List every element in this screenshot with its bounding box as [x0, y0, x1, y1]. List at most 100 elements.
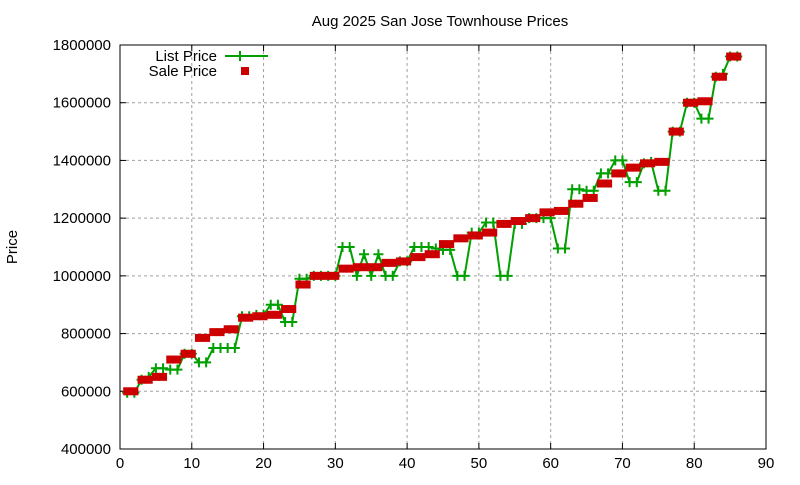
sale-price-point	[496, 219, 505, 228]
sale-price-point	[474, 231, 483, 240]
sale-price-point	[316, 271, 325, 280]
legend: List Price Sale Price	[149, 48, 268, 80]
sale-price-point	[381, 258, 390, 267]
x-tick-label: 40	[399, 455, 416, 472]
sale-price-point	[417, 253, 426, 262]
x-tick-label: 60	[542, 455, 559, 472]
list-price-line	[127, 55, 738, 394]
list-price-point	[366, 270, 377, 281]
sale-price-point	[661, 157, 670, 166]
x-tick-label: 80	[686, 455, 703, 472]
axis-ticks: 0 10 20 30 40 50 60 70 80 90 400000 600000 800000 100…	[53, 37, 775, 472]
sale-price-point	[374, 263, 383, 272]
sale-price-point	[137, 375, 146, 384]
sale-price-point	[654, 157, 663, 166]
sale-price-point	[517, 217, 526, 226]
sale-price-point	[582, 193, 591, 202]
sale-price-point	[216, 328, 225, 337]
sale-price-point	[489, 228, 498, 237]
sale-price-point	[726, 52, 735, 61]
sale-price-point	[446, 240, 455, 249]
list-price-point	[502, 270, 513, 281]
list-price-point	[574, 184, 585, 195]
sale-price-point	[324, 271, 333, 280]
list-price-point	[387, 270, 398, 281]
y-tick-label: 400000	[61, 441, 111, 458]
sale-price-point	[697, 97, 706, 106]
sale-price-point	[403, 257, 412, 266]
sale-price-point	[281, 305, 290, 314]
sale-price-point	[561, 206, 570, 215]
list-price-point	[703, 113, 714, 124]
sale-price-point	[345, 264, 354, 273]
sale-price-point	[510, 217, 519, 226]
sale-price-point	[123, 387, 132, 396]
x-tick-label: 30	[327, 455, 344, 472]
list-price-point	[272, 299, 283, 310]
sale-price-point	[151, 372, 160, 381]
y-tick-label: 1000000	[53, 268, 111, 285]
list-price-point	[351, 270, 362, 281]
sale-price-point	[460, 234, 469, 243]
list-price-point	[373, 249, 384, 260]
sale-price-point	[596, 179, 605, 188]
sale-price-point	[202, 333, 211, 342]
list-price-point	[459, 270, 470, 281]
sale-price-point	[553, 206, 562, 215]
list-price-point	[344, 242, 355, 252]
y-axis-label: Price	[4, 230, 21, 264]
list-price-point	[660, 185, 671, 196]
y-tick-label: 1400000	[53, 152, 111, 169]
sale-price-point	[482, 228, 491, 237]
list-price-point	[229, 343, 240, 353]
sale-price-point	[395, 257, 404, 266]
sale-price-point	[338, 264, 347, 273]
sale-price-point	[431, 250, 440, 259]
x-tick-label: 70	[614, 455, 631, 472]
grid	[120, 45, 766, 449]
sale-price-point	[245, 313, 254, 322]
sale-price-point	[230, 325, 239, 334]
sale-price-point	[273, 310, 282, 319]
sale-price-point	[668, 127, 677, 136]
sale-price-point	[288, 305, 297, 314]
sale-price-point	[367, 263, 376, 272]
list-price-point	[631, 177, 642, 188]
sale-price-point	[187, 349, 196, 358]
sale-price-point	[159, 372, 168, 381]
sale-price-point	[453, 234, 462, 243]
sale-price-point	[223, 325, 232, 334]
y-tick-label: 1800000	[53, 37, 111, 54]
sale-price-point	[209, 328, 218, 337]
series-layer	[122, 51, 743, 398]
sale-price-point	[647, 159, 656, 168]
sale-price-point	[194, 333, 203, 342]
sale-price-point	[302, 280, 311, 289]
sale-price-point	[625, 163, 634, 172]
sale-price-point	[604, 179, 613, 188]
sale-price-point	[410, 253, 419, 262]
list-price-point	[172, 364, 183, 375]
sale-price-point	[130, 387, 139, 396]
sale-price-point	[238, 313, 247, 322]
list-price-point	[560, 243, 571, 254]
sale-price-point	[683, 98, 692, 107]
legend-label-list-price: List Price	[155, 48, 217, 65]
sale-price-point	[144, 375, 153, 384]
list-price-point	[287, 317, 298, 328]
sale-price-point	[360, 263, 369, 272]
sale-price-point	[711, 72, 720, 81]
sale-price-point	[424, 250, 433, 259]
sale-price-point	[718, 72, 727, 81]
chart-title: Aug 2025 San Jose Townhouse Prices	[312, 13, 569, 30]
sale-price-point	[309, 271, 318, 280]
x-tick-label: 0	[116, 455, 124, 472]
sale-price-point	[352, 263, 361, 272]
sale-price-point	[266, 310, 275, 319]
sale-price-point	[173, 355, 182, 364]
sale-price-point	[388, 258, 397, 267]
sale-price-point	[252, 312, 261, 321]
y-tick-label: 1600000	[53, 95, 111, 112]
sale-price-point	[166, 355, 175, 364]
